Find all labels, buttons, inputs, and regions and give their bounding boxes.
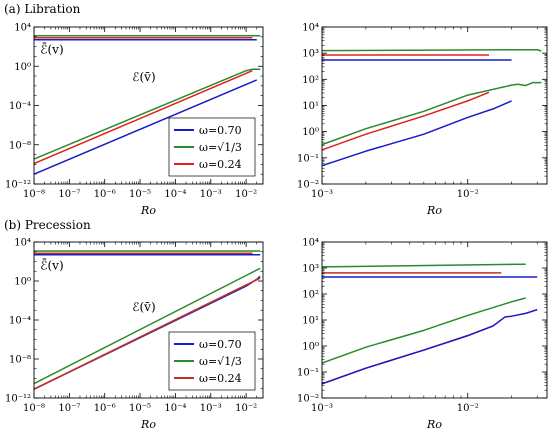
y-tick-label: 10⁻²: [297, 180, 319, 191]
legend-label-1: ω=0.70: [199, 338, 242, 351]
legend-label-2: ω=√1/3: [199, 355, 242, 368]
series-line-3: [33, 70, 253, 165]
legend-label-2: ω=√1/3: [199, 141, 242, 154]
series-line-2: [33, 267, 261, 385]
x-tick-label: 10⁻⁶: [94, 403, 116, 414]
x-axis-label: Ro: [140, 418, 156, 431]
x-tick-label: 10⁻³: [311, 403, 333, 414]
y-tick-label: 10²: [302, 75, 319, 86]
series-line-5: [321, 91, 490, 151]
legend-label-3: ω=0.24: [199, 372, 242, 385]
series-line-6: [321, 81, 542, 146]
x-tick-label: 10⁻³: [311, 189, 333, 200]
panel-b-title: (b) Precession: [4, 218, 91, 232]
series-line-4: [321, 100, 512, 167]
y-tick-label: 10¹: [302, 316, 319, 327]
x-tick-label: 10⁻⁶: [94, 189, 116, 200]
y-tick-label: 10⁻¹²: [5, 394, 31, 405]
y-tick-label: 10⁴: [302, 238, 319, 249]
x-tick-label: 10⁻⁸: [23, 403, 45, 414]
plot-frame: [33, 26, 264, 185]
x-axis-label: Ro: [426, 204, 442, 217]
annotation-label-1: ℰ̄(v): [40, 258, 63, 272]
y-tick-label: 10²: [302, 290, 319, 301]
y-tick-label: 10⁻⁴: [9, 101, 31, 112]
y-tick-label: 10⁻²: [297, 394, 319, 405]
series-line-3: [33, 277, 261, 390]
legend-label-3: ω=0.24: [199, 158, 242, 171]
annotation-label-2: ℰ(v̄): [132, 300, 155, 314]
plot-frame: [33, 241, 264, 399]
x-tick-label: 10⁻⁷: [58, 189, 80, 200]
x-tick-label: 10⁻⁵: [129, 189, 151, 200]
y-tick-label: 10⁴: [302, 23, 319, 34]
y-tick-label: 10⁴: [14, 23, 31, 34]
series-line-1: [33, 79, 258, 175]
y-tick-label: 10⁰: [14, 277, 31, 288]
x-tick-label: 10⁻⁵: [129, 403, 151, 414]
y-tick-label: 10⁰: [14, 62, 31, 73]
x-tick-label: 10⁻⁴: [164, 189, 186, 200]
chart-a-left: 10⁻⁸ 10⁻⁷ 10⁻⁶ 10⁻⁵ 10⁻⁴ 10⁻³ 10⁻²10⁻¹²10⁻⁸10⁻…: [5, 23, 264, 217]
y-tick-label: 10⁻⁴: [9, 316, 31, 327]
x-tick-label: 10⁻³: [200, 189, 222, 200]
x-tick-label: 10⁻⁷: [58, 403, 80, 414]
x-tick-label: 10⁻⁸: [23, 189, 45, 200]
x-tick-label: 10⁻²: [235, 403, 257, 414]
y-tick-label: 10³: [302, 264, 319, 275]
x-tick-label: 10⁻³: [200, 403, 222, 414]
x-tick-label: 10⁻⁴: [164, 403, 186, 414]
panel-a-title: (a) Libration: [4, 2, 81, 16]
y-tick-label: 10⁻¹²: [5, 180, 31, 191]
x-tick-label: 10⁻²: [457, 189, 479, 200]
y-tick-label: 10⁴: [14, 238, 31, 249]
annotation-label-2: ℰ(v̄): [132, 70, 155, 84]
y-tick-label: 10⁰: [302, 127, 319, 138]
y-tick-label: 10⁻⁸: [9, 140, 31, 151]
annotation-label-1: ℰ̄(v): [40, 42, 63, 56]
y-tick-label: 10³: [302, 49, 319, 60]
series-line-2: [33, 68, 261, 160]
series-line-4: [321, 297, 526, 364]
series-line-6: [321, 308, 538, 385]
legend-label-1: ω=0.70: [199, 124, 242, 137]
y-tick-label: 10⁻⁸: [9, 355, 31, 366]
x-axis-label: Ro: [140, 204, 156, 217]
y-tick-label: 10⁰: [302, 342, 319, 353]
y-tick-label: 10⁻¹: [297, 153, 319, 164]
y-tick-label: 10¹: [302, 101, 319, 112]
plot-frame: [321, 26, 548, 185]
x-axis-label: Ro: [426, 418, 442, 431]
plot-frame: [321, 241, 548, 399]
x-tick-label: 10⁻²: [235, 189, 257, 200]
x-tick-label: 10⁻²: [457, 403, 479, 414]
series-line-3: [321, 263, 526, 268]
series-line-3: [321, 49, 542, 52]
y-tick-label: 10⁻¹: [297, 368, 319, 379]
chart-b-left: 10⁻⁸ 10⁻⁷ 10⁻⁶ 10⁻⁵ 10⁻⁴ 10⁻³ 10⁻²10⁻¹²10⁻⁸10⁻…: [5, 238, 264, 431]
